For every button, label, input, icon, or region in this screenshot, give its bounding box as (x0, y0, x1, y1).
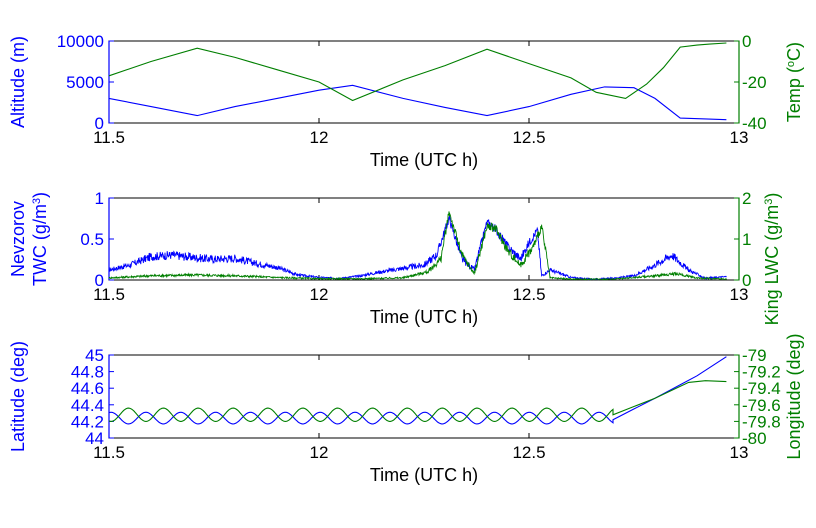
x-axis-label: Time (UTC h) (370, 307, 478, 327)
left-axis-label: Altitude (m) (8, 36, 28, 128)
left-tick-label: 1 (95, 189, 104, 208)
series-left-line (108, 84, 727, 121)
x-tick-label: 13 (730, 443, 749, 462)
left-axis-label: Latitude (deg) (8, 341, 28, 452)
left-tick-label: 44.8 (71, 363, 104, 382)
x-tick-label: 12 (310, 443, 329, 462)
right-tick-label: 0 (742, 271, 751, 290)
right-axis-label: Temp (oC) (784, 42, 804, 122)
x-tick-label: 13 (730, 285, 749, 304)
right-tick-label: -20 (742, 73, 767, 92)
right-tick-label: -40 (742, 114, 767, 133)
right-tick-label: 1 (742, 230, 751, 249)
left-tick-label: 10000 (57, 32, 104, 51)
x-tick-label: 12.5 (512, 128, 545, 147)
right-tick-label: -79.8 (742, 412, 781, 431)
left-tick-label: 5000 (66, 73, 104, 92)
left-tick-label: 0 (95, 114, 104, 133)
x-tick-label: 12 (310, 128, 329, 147)
left-tick-label: 0 (95, 271, 104, 290)
left-axis-label-line1: Nevzorov (8, 201, 28, 277)
x-axis-label: Time (UTC h) (370, 465, 478, 485)
left-tick-label: 44.4 (71, 396, 104, 415)
right-axis-label-part: King LWC (g/m (762, 205, 782, 326)
right-tick-label: 0 (742, 32, 751, 51)
series-left-line (108, 215, 727, 281)
right-axis-label-part-end: C) (784, 42, 804, 61)
series-right-line (108, 211, 727, 281)
right-tick-label: -79 (742, 346, 767, 365)
left-tick-label: 44.6 (71, 379, 104, 398)
right-axis-label-superscript: 3 (763, 199, 775, 205)
panel-3: 11.5 12 12.5 13 Time (UTC h) 4444.244.444.644… (8, 333, 804, 485)
right-tick-label: 2 (742, 189, 751, 208)
x-tick-label: 11.5 (93, 128, 125, 147)
series-left-line (108, 356, 727, 425)
left-axis-label-line2-superscript: 3 (31, 198, 43, 204)
panel-1: 11.5 12 12.5 13 Time (UTC h) 0 5000 10000 Altitu… (8, 32, 804, 170)
x-tick-label: 13 (730, 128, 749, 147)
x-tick-label: 11.5 (93, 443, 125, 462)
right-axis-label-part-end: ) (762, 193, 782, 199)
left-tick-label: 44.2 (71, 412, 104, 431)
right-axis-label: King LWC (g/m3) (762, 193, 782, 326)
left-axis-label-line2: TWC (g/m3) (30, 192, 50, 286)
x-tick-label: 12 (310, 285, 329, 304)
left-tick-label: 0.5 (80, 230, 104, 249)
plot-area (108, 40, 740, 124)
x-tick-label: 12.5 (512, 443, 545, 462)
left-tick-label: 44 (85, 429, 104, 448)
x-tick-label: 11.5 (93, 285, 125, 304)
series-right-line (108, 42, 727, 102)
right-axis-label-part: Temp ( (784, 67, 804, 122)
right-tick-label: -79.2 (742, 363, 781, 382)
right-tick-label: -79.4 (742, 379, 781, 398)
x-tick-label: 12.5 (512, 285, 545, 304)
x-axis-label: Time (UTC h) (370, 150, 478, 170)
right-tick-label: -80 (742, 429, 767, 448)
right-tick-label: -79.6 (742, 396, 781, 415)
left-tick-label: 45 (85, 346, 104, 365)
right-axis-label-superscript: o (785, 61, 797, 67)
plot-area (108, 354, 740, 439)
left-axis-label-line2-part-end: ) (30, 192, 50, 198)
left-axis-label-line2-part: TWC (g/m (30, 204, 50, 286)
series-right-line (108, 380, 727, 422)
right-axis-label: Longitude (deg) (784, 333, 804, 459)
plot-area (108, 197, 740, 281)
